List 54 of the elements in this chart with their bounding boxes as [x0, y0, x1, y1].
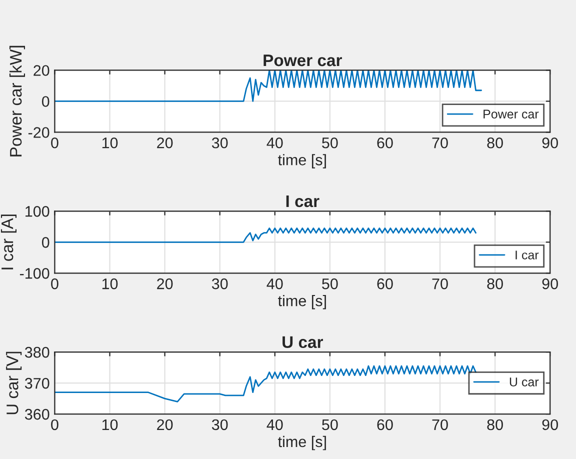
x-tick-label: 70: [432, 419, 448, 430]
y-tick-label: 20: [34, 65, 50, 76]
x-tick-label: 50: [322, 278, 338, 290]
x-tick-label: 90: [542, 137, 558, 148]
line-series: [54, 227, 476, 243]
x-tick-label: 80: [487, 137, 503, 148]
line-series: [54, 70, 482, 102]
x-tick-label: 70: [432, 137, 448, 148]
y-tick-label: -20: [28, 127, 50, 138]
x-tick-label: 70: [432, 278, 448, 290]
line-series: [54, 365, 476, 402]
y-tick-label: -100: [20, 268, 50, 279]
y-axis-title: I car [A]: [0, 214, 17, 270]
x-axis-title: time [s]: [278, 436, 326, 450]
x-axis-title: time [s]: [278, 295, 326, 310]
y-tick-label: 100: [26, 206, 50, 217]
x-tick-label: 60: [377, 419, 393, 430]
x-tick-label: 30: [212, 278, 228, 290]
y-tick-label: 380: [24, 346, 50, 358]
x-tick-label: 90: [542, 419, 558, 430]
x-tick-label: 20: [157, 278, 173, 290]
y-tick-label: 360: [24, 408, 50, 420]
legend-label: Power car: [484, 110, 539, 119]
chart-title: Power car: [264, 54, 342, 66]
x-tick-label: 0: [51, 419, 58, 430]
x-tick-label: 50: [322, 137, 338, 148]
x-tick-label: 30: [212, 137, 228, 148]
legend-label: I car: [516, 250, 539, 260]
y-axis-title: Power car [kW]: [9, 46, 25, 156]
x-tick-label: 80: [487, 278, 503, 290]
x-tick-label: 10: [102, 278, 118, 290]
x-tick-label: 0: [51, 278, 58, 290]
y-tick-label: 0: [42, 96, 50, 107]
legend-label: U car: [510, 378, 539, 386]
x-tick-label: 40: [266, 137, 283, 148]
x-tick-label: 50: [322, 419, 338, 430]
x-tick-label: 20: [157, 137, 173, 148]
x-tick-label: 80: [487, 419, 503, 430]
x-tick-label: 20: [157, 419, 173, 430]
x-tick-label: 40: [266, 278, 283, 290]
x-tick-label: 10: [102, 419, 118, 430]
y-axis-title: U car [V]: [6, 352, 22, 414]
x-tick-label: 10: [102, 137, 118, 148]
y-tick-label: 0: [42, 237, 50, 248]
x-tick-label: 30: [212, 419, 228, 430]
x-tick-label: 0: [51, 137, 58, 148]
chart-title: U car: [282, 336, 323, 348]
x-tick-label: 60: [377, 278, 393, 290]
x-tick-label: 60: [377, 137, 393, 148]
x-axis-title: time [s]: [278, 154, 326, 168]
x-tick-label: 40: [266, 419, 283, 430]
chart-title: I car: [286, 196, 320, 208]
y-tick-label: 370: [24, 378, 50, 389]
x-tick-label: 90: [542, 278, 558, 290]
